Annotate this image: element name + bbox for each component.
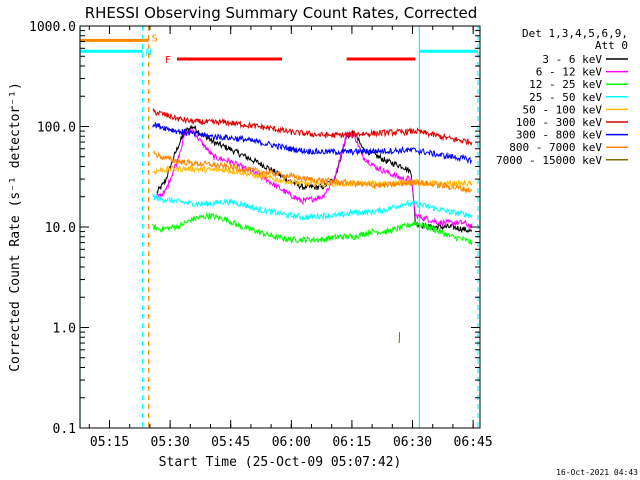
series-line-6-12-kev [156, 128, 473, 229]
legend-header-line: Det 1,3,4,5,6,9, [522, 27, 628, 40]
legend-entry-label: 3 - 6 keV [542, 53, 602, 66]
legend-entry-label: 25 - 50 keV [529, 91, 602, 104]
x-tick-label: 06:45 [454, 435, 493, 450]
series-line-100-300-kev [152, 108, 473, 147]
series-line-25-50-kev [152, 193, 473, 222]
flag-label-f: F [165, 55, 171, 66]
legend-entry-label: 300 - 800 keV [516, 129, 602, 142]
y-axis-label: Corrected Count Rate (s⁻¹ detector⁻¹) [8, 82, 23, 372]
x-tick-label: 05:45 [211, 435, 250, 450]
y-tick-label: 1.0 [53, 322, 76, 337]
x-tick-label: 06:30 [393, 435, 432, 450]
y-tick-label: 10.0 [45, 221, 76, 236]
legend-entry-label: 800 - 7000 keV [509, 141, 602, 154]
series-line-300-800-kev [152, 122, 473, 165]
legend-entry-label: 6 - 12 keV [536, 66, 603, 79]
y-tick-label: 1000.0 [29, 20, 76, 35]
legend-header-line: Att 0 [595, 39, 628, 52]
x-axis-label: Start Time (25-Oct-09 05:07:42) [159, 455, 402, 470]
y-tick-label: 0.1 [53, 422, 76, 437]
y-tick-label: 100.0 [37, 121, 76, 136]
flag-label-s: S [152, 33, 158, 44]
x-tick-label: 05:15 [90, 435, 129, 450]
x-tick-label: 06:00 [272, 435, 311, 450]
annotation-layer: SN F [79, 26, 479, 428]
footer-date: 16-Oct-2021 04:43 [556, 468, 638, 477]
series-line-800-7000-kev [152, 150, 473, 194]
x-tick-label: 05:30 [151, 435, 190, 450]
x-tick-label: 06:15 [332, 435, 371, 450]
legend-entry-label: 100 - 300 keV [516, 116, 602, 129]
legend-entry-label: 50 - 100 keV [523, 103, 603, 116]
series-line-12-25-kev [152, 211, 473, 246]
series-layer [152, 108, 473, 344]
legend-entry-label: 12 - 25 keV [529, 78, 602, 91]
flag-label-n: N [146, 47, 152, 58]
axes-layer: 0.1 1.0 10.0 100.0 1000.0 05:15 05:30 05:45 06:0… [29, 20, 493, 450]
chart-title: RHESSI Observing Summary Count Rates, Co… [85, 4, 478, 22]
legend-entry-label: 7000 - 15000 keV [496, 154, 602, 167]
